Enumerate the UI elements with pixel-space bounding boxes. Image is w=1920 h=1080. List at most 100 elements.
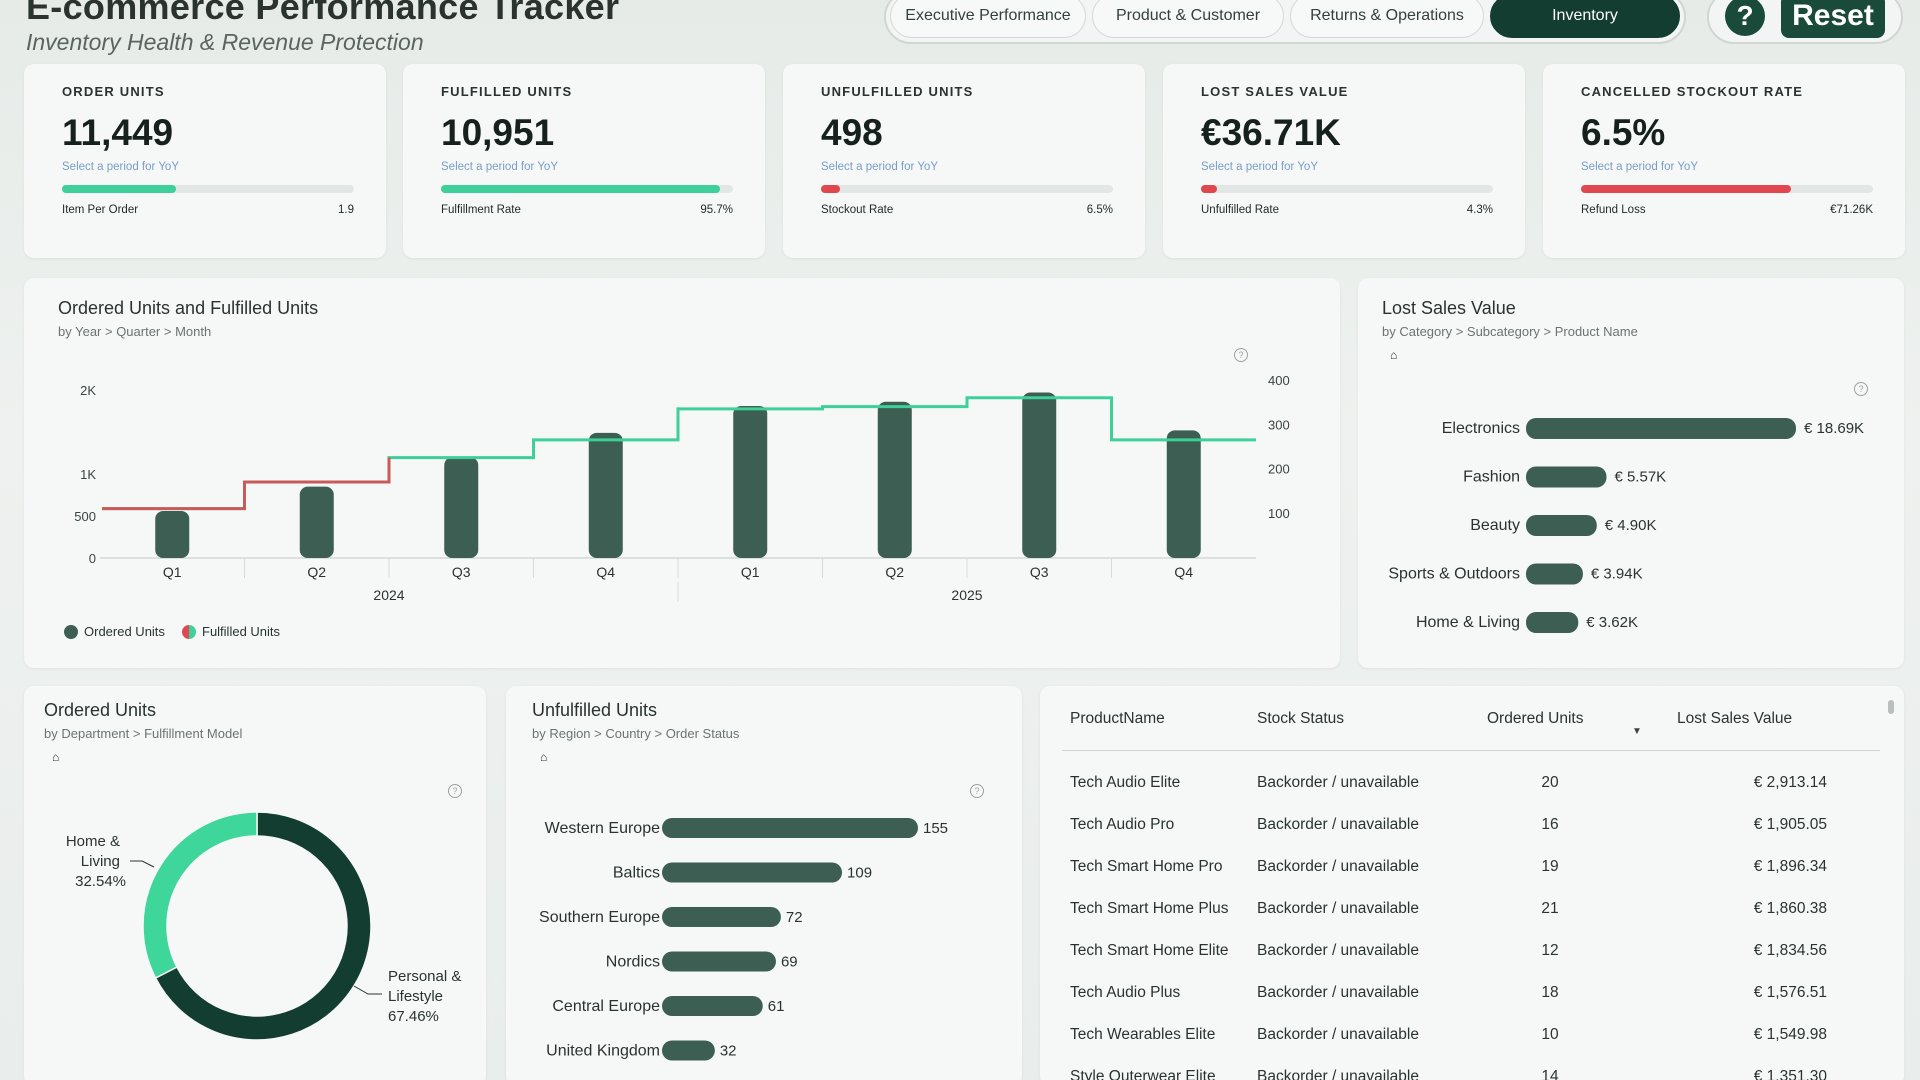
unfulfilled-card: Unfulfilled Units by Region > Country > … [506, 686, 1022, 1080]
data-label: 69 [781, 954, 798, 971]
tab-executive-performance[interactable]: Executive Performance [890, 0, 1086, 38]
data-label: € 5.57K [1614, 469, 1666, 486]
cell-lost-sales-value: € 1,860.38 [1753, 900, 1827, 917]
kpi-yoy-note: Select a period for YoY [62, 161, 179, 173]
column-header[interactable]: ProductName [1070, 710, 1165, 727]
category-label: United Kingdom [546, 1043, 660, 1060]
data-label: € 3.94K [1591, 566, 1643, 583]
cell-product-name: Style Outerwear Elite [1070, 1068, 1216, 1080]
cell-stock-status: Backorder / unavailable [1257, 1026, 1419, 1043]
y-tick-label: 1K [80, 467, 96, 482]
leader-line [130, 860, 155, 868]
leader-line [353, 985, 382, 995]
kpi-footer-value: 95.7% [700, 204, 733, 216]
column-header[interactable]: Stock Status [1257, 710, 1345, 727]
kpi-value: 498 [821, 112, 883, 153]
kpi-progress-track [1201, 185, 1493, 193]
tab-product-customer[interactable]: Product & Customer [1092, 0, 1284, 38]
category-label: Electronics [1442, 420, 1520, 437]
bar-lost-sales [1526, 515, 1597, 536]
ordered-units-card: Ordered Units by Department > Fulfillmen… [24, 686, 486, 1080]
bar-unfulfilled-units [662, 1040, 715, 1061]
data-label: 32 [720, 1043, 737, 1060]
line-fulfilled-units [102, 396, 1256, 511]
kpi-yoy-note: Select a period for YoY [441, 161, 558, 173]
cell-stock-status: Backorder / unavailable [1257, 942, 1419, 959]
cell-lost-sales-value: € 1,576.51 [1753, 984, 1827, 1001]
cell-product-name: Tech Audio Elite [1070, 774, 1181, 791]
visual-title: Ordered Units and Fulfilled Units [58, 298, 319, 318]
help-icon[interactable]: ? [970, 784, 984, 798]
x-tick-label: Q4 [1174, 564, 1193, 580]
help-icon[interactable]: ? [448, 784, 462, 798]
kpi-progress-fill [1201, 185, 1217, 193]
legend-label: Ordered Units [84, 624, 165, 639]
data-label: € 18.69K [1804, 420, 1864, 437]
cell-stock-status: Backorder / unavailable [1257, 816, 1419, 833]
help-icon[interactable]: ? [1234, 348, 1248, 362]
bar-unfulfilled-units [662, 818, 918, 838]
visual-subtitle: by Category > Subcategory > Product Name [1382, 324, 1638, 339]
donut-label-home-living: 32.54% [75, 873, 126, 890]
visual-title: Unfulfilled Units [532, 700, 658, 720]
help-icon[interactable]: ? [1854, 382, 1868, 396]
kpi-footer-label: Item Per Order [62, 204, 139, 216]
bar-unfulfilled-units [662, 951, 776, 972]
kpi-footer-label: Refund Loss [1581, 204, 1646, 216]
kpi-footer-label: Stockout Rate [821, 204, 894, 216]
visual-title: Ordered Units [44, 700, 157, 720]
utility-controls: ? Reset [1707, 0, 1903, 44]
sort-descending-icon[interactable]: ▼ [1632, 726, 1642, 737]
kpi-footer-value: 4.3% [1466, 204, 1493, 216]
table-scrollbar[interactable] [1888, 700, 1894, 714]
category-label: Nordics [606, 954, 660, 971]
kpi-label: CANCELLED STOCKOUT RATE [1581, 84, 1804, 99]
home-icon[interactable]: ⌂ [540, 750, 548, 764]
help-icon[interactable]: ? [1725, 0, 1765, 36]
donut-label-personal-lifestyle: Lifestyle [388, 988, 443, 1005]
tab-returns-operations[interactable]: Returns & Operations [1290, 0, 1484, 38]
slice-personal-lifestyle [154, 811, 372, 1041]
home-icon[interactable]: ⌂ [1390, 348, 1398, 362]
bar-ordered-units [733, 405, 768, 558]
bar-lost-sales [1526, 612, 1579, 633]
home-icon[interactable]: ⌂ [52, 750, 60, 764]
kpi-card: ORDER UNITS 11,449 Select a period for Y… [24, 64, 386, 258]
reset-button[interactable]: Reset [1781, 0, 1885, 38]
kpi-footer-label: Unfulfilled Rate [1201, 204, 1279, 216]
kpi-yoy-note: Select a period for YoY [821, 161, 938, 173]
visual-subtitle: by Region > Country > Order Status [532, 726, 740, 741]
kpi-progress-fill [62, 185, 176, 193]
app-subtitle: Inventory Health & Revenue Protection [26, 29, 424, 55]
legend-item-fulfilled[interactable]: Fulfilled Units [182, 624, 280, 639]
kpi-yoy-note: Select a period for YoY [1581, 161, 1698, 173]
kpi-progress-track [62, 185, 354, 193]
cell-product-name: Tech Wearables Elite [1070, 1026, 1216, 1043]
category-label: Southern Europe [539, 909, 660, 926]
cell-ordered-units: 18 [1541, 984, 1559, 1001]
data-label: 155 [923, 820, 948, 837]
cell-product-name: Tech Smart Home Pro [1070, 858, 1223, 875]
legend-item-ordered[interactable]: Ordered Units [64, 624, 165, 639]
cell-ordered-units: 21 [1541, 900, 1559, 917]
lost-sales-card: Lost Sales Value by Category > Subcatego… [1358, 278, 1904, 668]
page-navigation: Executive Performance Product & Customer… [884, 0, 1686, 44]
cell-stock-status: Backorder / unavailable [1257, 984, 1419, 1001]
cell-product-name: Tech Smart Home Plus [1070, 900, 1229, 917]
kpi-footer-value: €71.26K [1830, 204, 1873, 216]
data-label: 72 [786, 909, 803, 926]
tab-inventory[interactable]: Inventory [1490, 0, 1680, 38]
bar-ordered-units [877, 401, 912, 558]
bar-unfulfilled-units [662, 996, 763, 1016]
cell-lost-sales-value: € 1,351.30 [1753, 1068, 1827, 1080]
kpi-card: UNFULFILLED UNITS 498 Select a period fo… [783, 64, 1145, 258]
kpi-progress-fill [441, 185, 721, 193]
ordered-fulfilled-card: Ordered Units and Fulfilled Units by Yea… [24, 278, 1340, 668]
x-tick-label: Q1 [163, 564, 182, 580]
category-label: Fashion [1463, 469, 1520, 486]
donut-chart: Home & Living 32.54% Personal & Lifestyle 67.… [66, 811, 461, 1041]
column-header[interactable]: Lost Sales Value [1677, 710, 1793, 727]
data-label: € 4.90K [1605, 517, 1657, 534]
column-header[interactable]: Ordered Units [1487, 710, 1584, 727]
x-tick-label: Q3 [1030, 564, 1049, 580]
